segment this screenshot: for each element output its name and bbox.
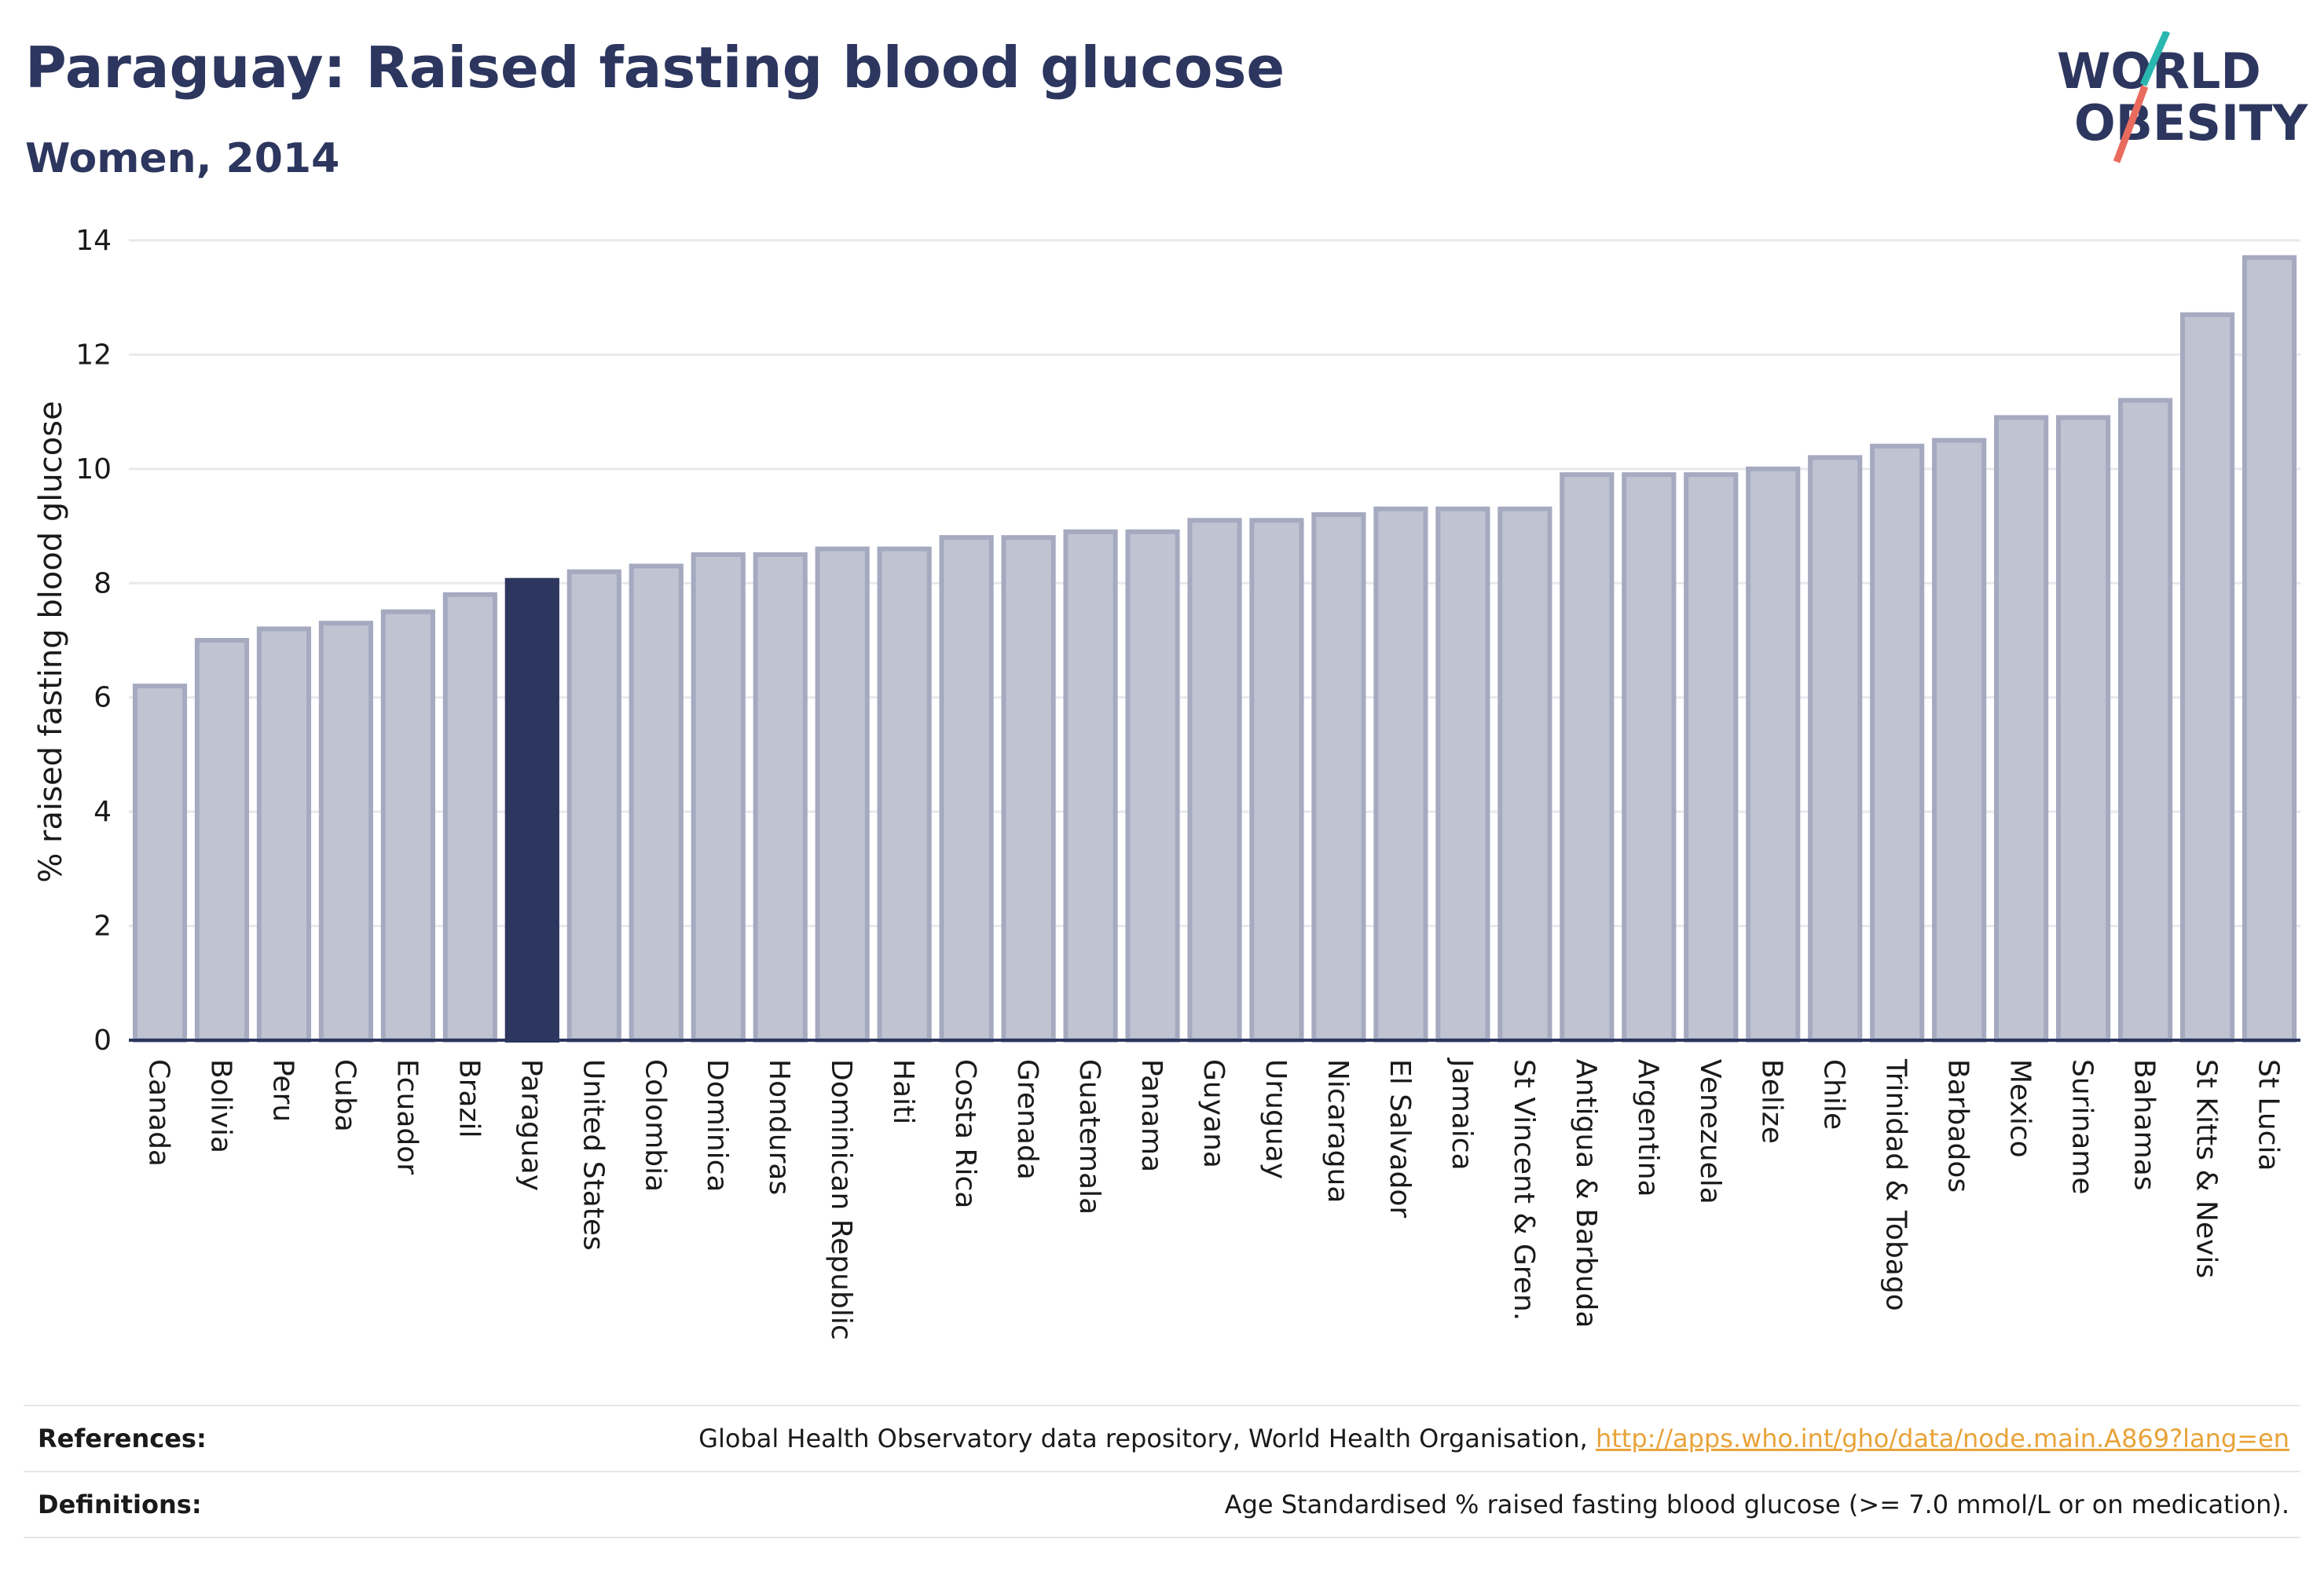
references-link[interactable]: http://apps.who.int/gho/data/node.main.A… [1595,1424,2289,1453]
bar [318,621,373,1043]
x-tick-label: Argentina [1632,1059,1664,1197]
bar [1249,518,1304,1043]
x-tick-label: Belize [1756,1059,1788,1144]
x-tick-label: Grenada [1011,1059,1043,1180]
bar [1001,535,1056,1043]
x-tick-label: Dominica [701,1059,733,1193]
definitions-label: Definitions: [38,1490,202,1519]
references-row: References: Global Health Observatory da… [24,1405,2300,1471]
bar-chart: 0 2 4 6 8 10 12 14 % raised fasting blood glucos… [33,225,2300,1340]
x-tick-label: Colombia [639,1059,671,1192]
bar [566,569,621,1043]
x-tick-label: Panama [1135,1059,1167,1172]
references-label: References: [38,1424,207,1453]
bar [1994,415,2049,1043]
bar [1435,506,1490,1043]
bar [1808,455,1863,1043]
bar [1622,472,1677,1043]
bar [194,638,250,1043]
bar [132,684,188,1043]
bar [1187,518,1242,1043]
y-tick-label: 8 [93,567,112,599]
bar [380,609,435,1043]
x-tick-label: Ecuador [390,1059,423,1175]
notes-table: References: Global Health Observatory da… [24,1405,2300,1538]
x-tick-label: Bahamas [2128,1059,2161,1191]
x-tick-label: Canada [142,1059,174,1167]
y-tick-label: 0 [93,1024,112,1057]
x-tick-label: Nicaragua [1321,1059,1354,1203]
bar [1932,438,1987,1043]
x-tick-label: Cuba [328,1059,361,1132]
bar [1063,529,1118,1043]
bar [2179,312,2235,1043]
y-tick-label: 12 [75,339,112,371]
bar [877,546,932,1043]
x-tick-label: Guatemala [1073,1059,1105,1215]
x-tick-label: Honduras [763,1059,795,1195]
x-tick-label: United States [577,1059,609,1251]
bar [1870,443,1925,1043]
x-tick-label: Jamaica [1446,1057,1478,1171]
bar [815,546,870,1043]
x-tick-label: Uruguay [1259,1059,1292,1179]
x-tick-label: Haiti [887,1059,919,1124]
x-tick-label: Barbados [1942,1059,1974,1193]
bar [2117,398,2173,1043]
bar [1373,506,1428,1043]
bar [1311,512,1366,1043]
logo-slash-teal [2139,31,2171,86]
bar [629,563,684,1043]
bar [504,577,559,1043]
x-tick-label: Suriname [2066,1059,2099,1195]
x-tick-label: Trinidad & Tobago [1880,1058,1912,1311]
bar [1684,472,1739,1043]
y-tick-label: 2 [93,911,112,943]
bar [939,535,994,1043]
bar [2242,255,2297,1043]
x-tick-label: Venezuela [1694,1059,1726,1204]
x-tick-label: Costa Rica [949,1059,981,1208]
x-tick-label: El Salvador [1384,1059,1416,1218]
bar [1560,472,1615,1043]
bar [1125,529,1180,1043]
x-tick-label: Antigua & Barbuda [1570,1059,1602,1328]
logo-text-obesity: OBESITY [2074,94,2308,152]
x-tick-label: Chile [1818,1059,1850,1130]
references-value: Global Health Observatory data repositor… [698,1424,2300,1453]
chart-title: Paraguay: Raised fasting blood glucose [25,35,1285,101]
x-tick-label: Bolivia [204,1059,236,1153]
x-tick-label: Mexico [2004,1059,2036,1158]
x-tick-label: Dominican Republic [825,1059,857,1340]
x-tick-label: St Vincent & Gren. [1508,1059,1540,1321]
bar [256,626,312,1043]
y-axis-title: % raised fasting blood glucose [33,401,69,882]
bar [2056,415,2111,1043]
x-tick-label: Guyana [1197,1059,1230,1168]
y-tick-label: 4 [93,796,112,828]
definitions-row: Definitions: Age Standardised % raised f… [24,1471,2300,1538]
bar [691,552,746,1043]
world-obesity-logo: WORLD OBESITY [2057,31,2308,163]
bar [1497,506,1552,1043]
definitions-value: Age Standardised % raised fasting blood … [1224,1490,2289,1519]
logo-slash-coral [2113,85,2149,163]
bar [753,552,808,1043]
y-tick-label: 14 [75,225,112,257]
bar [1746,466,1801,1043]
x-tick-label: Brazil [453,1059,485,1138]
y-tick-label: 6 [93,682,112,714]
x-tick-label: St Lucia [2253,1059,2285,1171]
x-tick-label: Peru [266,1059,299,1122]
y-tick-label: 10 [75,453,112,486]
references-text: Global Health Observatory data repositor… [698,1424,1596,1453]
x-tick-label: Paraguay [515,1059,547,1191]
chart-subtitle: Women, 2014 [25,135,340,182]
x-tick-label: St Kitts & Nevis [2190,1059,2223,1278]
bar [442,592,497,1043]
